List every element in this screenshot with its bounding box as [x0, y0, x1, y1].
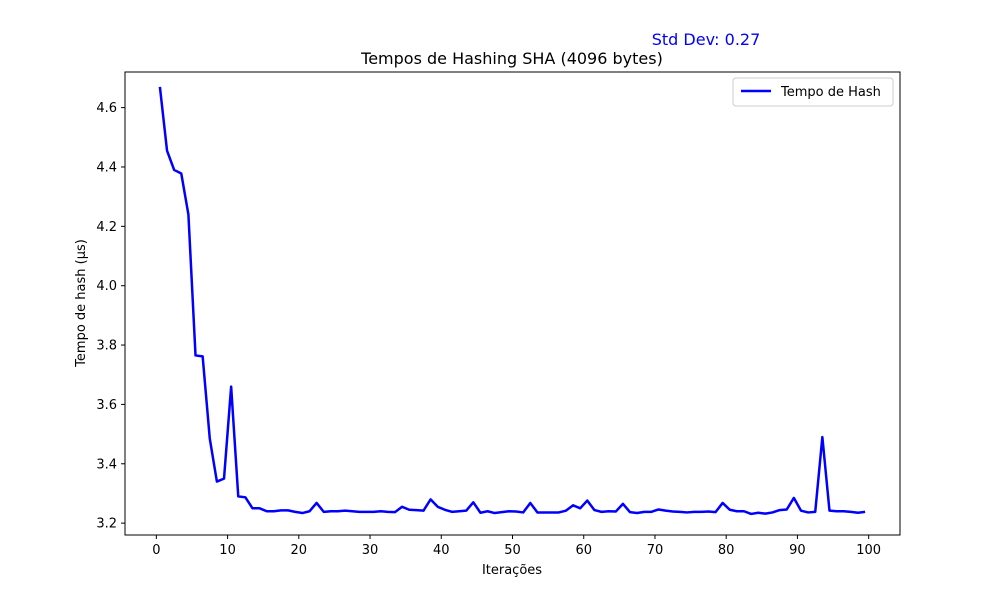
series-layer [158, 86, 866, 516]
x-axis: 0 10 20 30 40 50 60 70 80 90 100 [152, 535, 881, 558]
x-axis-label: Iterações [482, 563, 542, 578]
y-tick-label: 3.8 [96, 339, 117, 354]
x-tick-label: 100 [856, 543, 881, 558]
x-tick-label: 30 [362, 543, 379, 558]
x-tick-label: 60 [575, 543, 592, 558]
legend: Tempo de Hash [732, 77, 894, 107]
x-tick-label: 40 [433, 543, 450, 558]
x-tick-label: 0 [152, 543, 160, 558]
legend-box [732, 77, 894, 107]
y-axis-label: Tempo de hash (µs) [74, 239, 89, 368]
x-tick-label: 50 [504, 543, 521, 558]
x-tick-label: 20 [291, 543, 308, 558]
std-dev-annotation: Std Dev: 0.27 [652, 30, 761, 49]
x-tick-label: 90 [789, 543, 806, 558]
y-axis: 3.2 3.4 3.6 3.8 4.0 4.2 4.4 4.6 [96, 101, 125, 532]
plot-frame [124, 71, 901, 536]
y-tick-label: 4.0 [96, 279, 117, 294]
chart-title: Tempos de Hashing SHA (4096 bytes) [360, 49, 663, 68]
x-tick-label: 10 [219, 543, 236, 558]
x-tick-label: 80 [718, 543, 735, 558]
y-tick-label: 4.6 [96, 101, 117, 116]
y-tick-label: 3.4 [96, 457, 117, 472]
y-tick-label: 4.2 [96, 220, 117, 235]
y-tick-label: 3.2 [96, 517, 117, 532]
legend-label: Tempo de Hash [780, 85, 881, 100]
y-tick-label: 3.6 [96, 398, 117, 413]
series-line-tempo-de-hash [158, 86, 866, 516]
y-tick-label: 4.4 [96, 160, 117, 175]
x-tick-label: 70 [647, 543, 664, 558]
plot-area [124, 71, 901, 536]
